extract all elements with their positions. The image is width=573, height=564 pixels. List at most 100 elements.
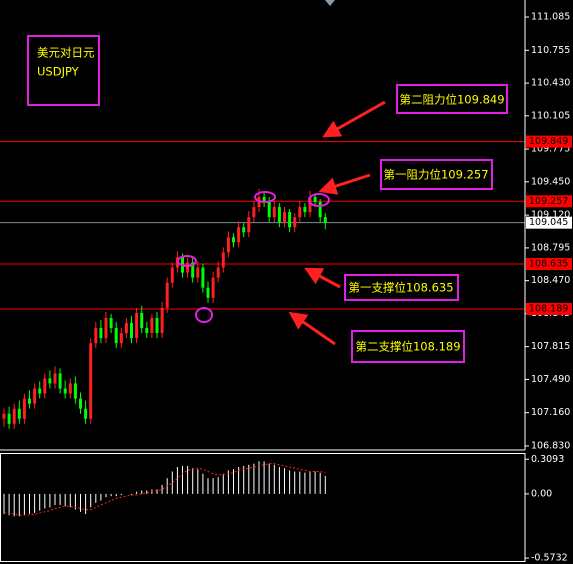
candle-body	[191, 262, 195, 278]
candle-body	[124, 322, 128, 334]
candle-body	[165, 282, 169, 308]
candle-body	[63, 388, 67, 394]
y-tick-label: -0.5732	[531, 553, 568, 564]
candle-body	[114, 328, 118, 344]
annotation-box	[396, 84, 508, 114]
candle-body	[303, 207, 307, 213]
candle-body	[22, 398, 26, 419]
candle-body	[196, 267, 200, 278]
y-tick-label: 111.085	[531, 12, 570, 23]
annotation: 第一阻力位109.257	[383, 168, 488, 182]
y-tick-label: 109.450	[531, 176, 570, 187]
candle-body	[298, 207, 302, 218]
arrow	[304, 267, 341, 289]
candle-body	[237, 227, 241, 243]
candle-body	[150, 317, 154, 334]
price-tag	[526, 216, 572, 229]
candle-body	[33, 388, 37, 404]
candle-body	[109, 317, 113, 329]
annotation: 第一支撑位108.635	[348, 281, 453, 295]
candle-body	[58, 373, 62, 389]
candle-body	[160, 307, 164, 334]
price-tag	[526, 195, 572, 208]
candle-body	[323, 217, 327, 223]
annotation: 第二支撑位108.189	[355, 340, 460, 354]
annotation-box	[351, 330, 465, 363]
candle-body	[226, 237, 230, 253]
candle-body	[216, 267, 220, 278]
candle-body	[7, 413, 11, 424]
candle-body	[43, 378, 47, 394]
candle-body	[84, 408, 88, 419]
candle-body	[221, 252, 225, 268]
price-tag-label: 109.045	[529, 217, 568, 228]
candle-body	[17, 408, 21, 419]
y-tick-label: 109.120	[531, 210, 570, 221]
candle-body	[313, 196, 317, 203]
y-tick-label: 110.105	[531, 110, 570, 121]
candle-body	[79, 398, 82, 409]
candle-body	[28, 398, 31, 404]
candle-body	[211, 277, 215, 298]
arrow	[318, 173, 371, 195]
candle-body	[318, 202, 322, 218]
candle-body	[277, 207, 281, 223]
candle-body	[262, 196, 266, 203]
candle-body	[186, 262, 190, 273]
y-tick-label: 107.490	[531, 374, 570, 385]
candle-body	[247, 217, 251, 233]
candle-body	[155, 317, 159, 334]
subpanel-frame	[0, 453, 526, 562]
price-tag-label: 109.257	[529, 196, 568, 207]
candle-body	[272, 207, 276, 218]
y-tick-label: 110.755	[531, 45, 570, 56]
candle-body	[201, 267, 205, 288]
candle-body	[73, 383, 77, 399]
candle-body	[94, 328, 98, 344]
candle-body	[68, 383, 72, 394]
candle-body	[145, 328, 149, 334]
price-tag-label: 109.849	[529, 136, 568, 147]
candle-body	[283, 212, 286, 223]
highlight-circle	[195, 307, 213, 323]
y-tick-label: 107.815	[531, 341, 570, 352]
candle-body	[104, 317, 108, 339]
annotation: 第二阻力位109.849	[399, 93, 504, 107]
highlight-circle	[308, 193, 330, 207]
candle-body	[135, 312, 139, 339]
candle-body	[140, 312, 144, 329]
candle-body	[89, 343, 93, 419]
y-tick-label: 109.775	[531, 144, 570, 155]
price-tag	[526, 258, 572, 271]
candle-body	[38, 388, 42, 394]
y-tick-label: 108.795	[531, 242, 570, 253]
arrow	[288, 311, 336, 346]
candle-body	[267, 202, 271, 218]
candle-body	[12, 408, 16, 424]
annotation-box	[344, 274, 459, 301]
candle-body	[242, 227, 246, 233]
y-tick-label: 108.470	[531, 275, 570, 286]
candle-body	[206, 287, 210, 298]
candle-body	[53, 373, 57, 384]
candle-body	[48, 378, 52, 384]
arrow	[322, 100, 386, 138]
y-tick-label: 107.160	[531, 407, 570, 418]
chart-title: 美元对日元	[37, 46, 95, 60]
candle-body	[99, 328, 103, 339]
price-tag-label: 108.189	[529, 303, 568, 314]
y-tick-label: 110.430	[531, 78, 570, 89]
price-tag	[526, 302, 572, 315]
candle-body	[170, 267, 174, 283]
price-tag-label: 108.635	[529, 259, 568, 270]
chart-subtitle: USDJPY	[37, 65, 80, 79]
price-tag	[526, 135, 572, 148]
candle-body	[288, 212, 292, 228]
y-tick-label: 0.00	[531, 488, 552, 499]
shift-marker	[325, 0, 335, 6]
candle-body	[252, 207, 256, 218]
y-tick-label: 0.3093	[531, 454, 564, 465]
title-box	[27, 35, 100, 106]
candle-body	[2, 413, 6, 419]
annotation-box	[380, 159, 493, 190]
